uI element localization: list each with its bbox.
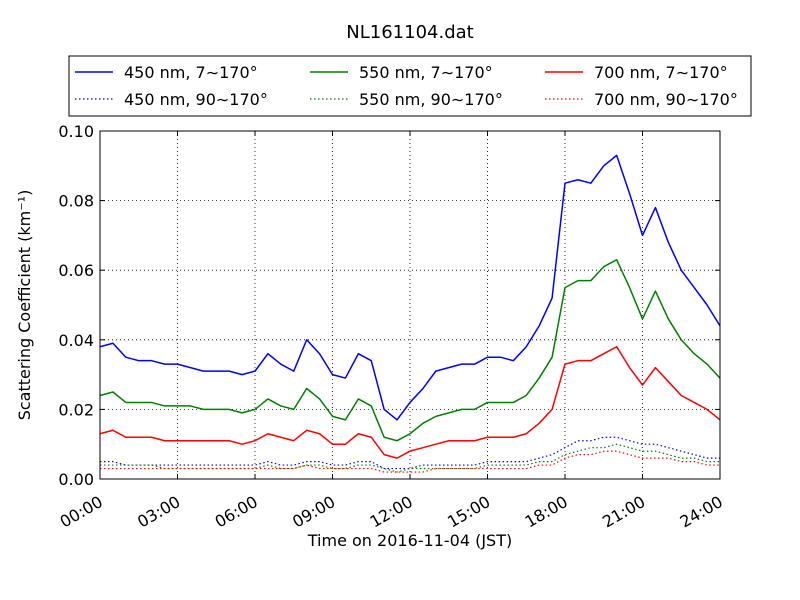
- series-line: [100, 443, 720, 473]
- series-line: [99, 259, 721, 442]
- legend-label: 700 nm, 7∼170°: [594, 63, 728, 82]
- legend-label: 450 nm, 90∼170°: [124, 90, 268, 109]
- ticks: [99, 130, 721, 480]
- legend-label: 700 nm, 90∼170°: [594, 90, 738, 109]
- grid: [100, 131, 720, 479]
- legend-label: 550 nm, 90∼170°: [359, 90, 503, 109]
- series-layer: [99, 154, 721, 473]
- y-tick-labels: 0.00 0.02 0.04 0.06 0.08 0.10: [58, 122, 94, 489]
- y-tick-label: 0.00: [58, 470, 94, 489]
- chart-title: NL161104.dat: [346, 22, 473, 43]
- y-tick-label: 0.08: [58, 192, 94, 211]
- series-line: [99, 154, 721, 421]
- legend-frame: [68, 55, 752, 117]
- y-tick-label: 0.02: [58, 400, 94, 419]
- legend-label: 450 nm, 7∼170°: [124, 63, 258, 82]
- x-axis-label: Time on 2016-11-04 (JST): [307, 531, 512, 550]
- y-tick-label: 0.06: [58, 261, 94, 280]
- y-tick-label: 0.04: [58, 331, 94, 350]
- y-tick-label: 0.10: [58, 122, 94, 141]
- legend-label: 550 nm, 7∼170°: [359, 63, 493, 82]
- y-axis-label: Scattering Coefficient (km⁻¹): [15, 190, 34, 421]
- series-line: [99, 346, 721, 459]
- legend: 450 nm, 7∼170° 450 nm, 90∼170° 550 nm, 7∼1…: [68, 55, 752, 117]
